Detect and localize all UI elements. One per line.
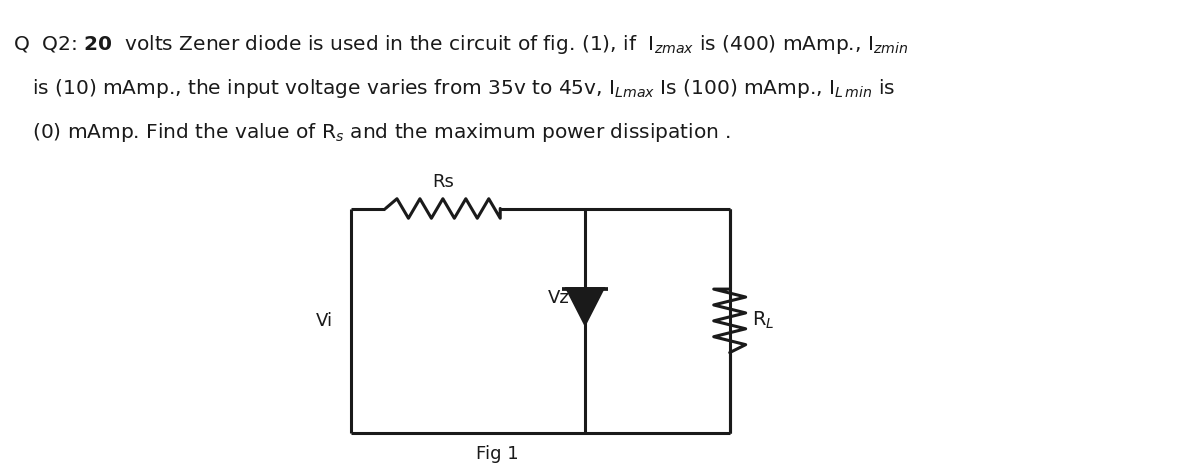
Text: Fig 1: Fig 1 <box>476 445 520 463</box>
Text: Rs: Rs <box>432 173 454 191</box>
Text: Vz: Vz <box>548 290 570 307</box>
Polygon shape <box>568 289 602 324</box>
Text: Vi: Vi <box>316 312 332 330</box>
Text: is (10) mAmp., the input voltage varies from 35v to 45v, I$_{Lmax}$ Is (100) mAm: is (10) mAmp., the input voltage varies … <box>13 77 895 99</box>
Text: (0) mAmp. Find the value of R$_s$ and the maximum power dissipation .: (0) mAmp. Find the value of R$_s$ and th… <box>13 120 732 143</box>
Text: Q  Q2: $\mathbf{20}$  volts Zener diode is used in the circuit of fig. (1), if  : Q Q2: $\mathbf{20}$ volts Zener diode is… <box>13 33 908 56</box>
Text: R$_L$: R$_L$ <box>751 310 774 332</box>
